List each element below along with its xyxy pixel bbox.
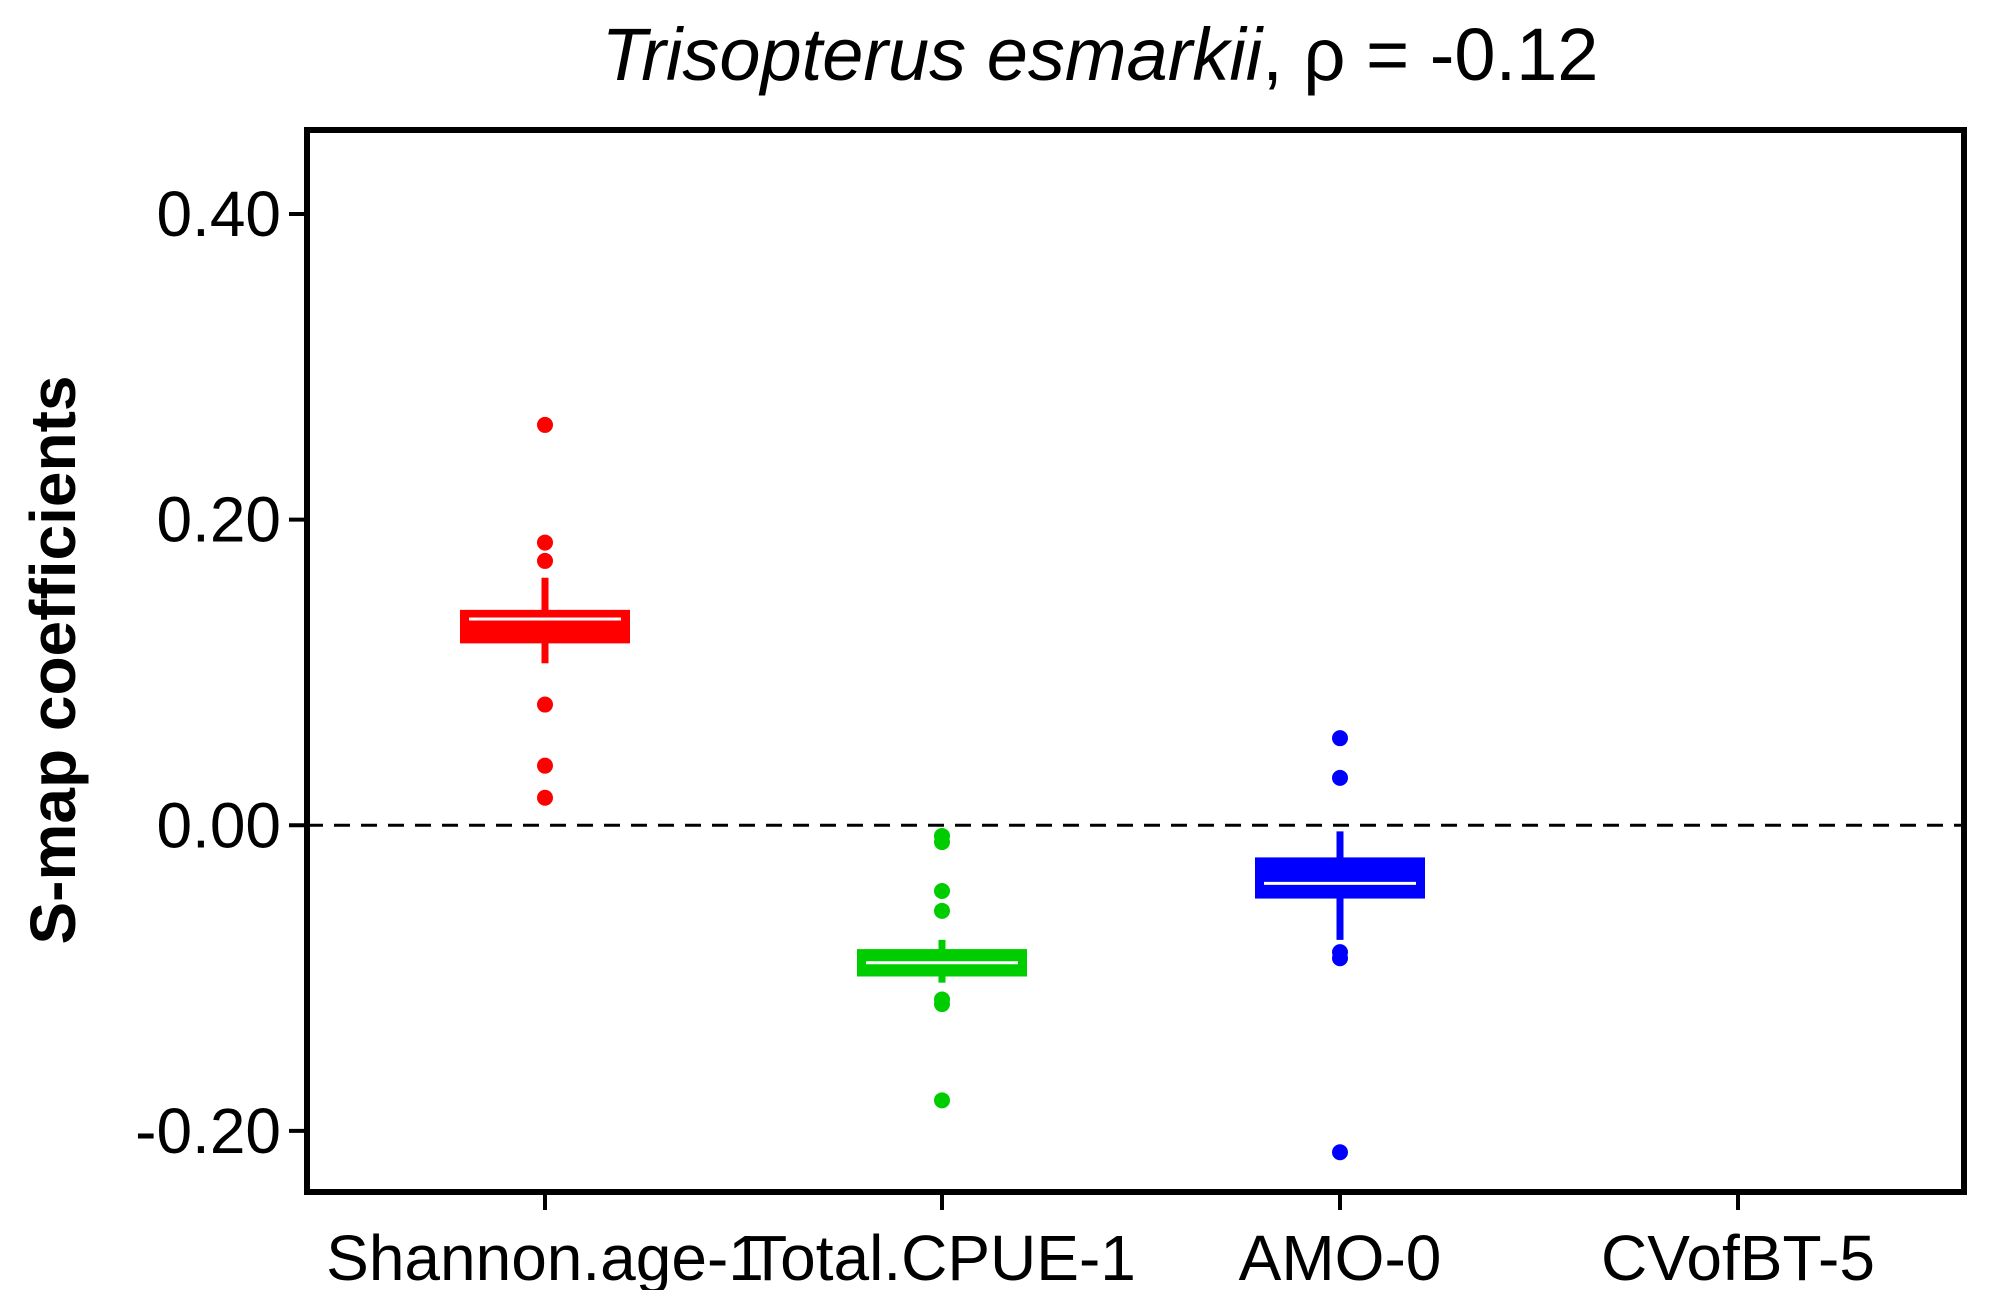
- y-axis-label: S-map coefficients: [17, 375, 89, 944]
- chart-title: Trisopterus esmarkii, ρ = -0.12: [602, 13, 1599, 96]
- outlier-point: [537, 757, 553, 774]
- outlier-point: [537, 789, 553, 806]
- outlier-point: [934, 996, 950, 1013]
- box-iqr: [460, 609, 630, 644]
- outlier-point: [934, 902, 950, 919]
- outlier-point: [1332, 950, 1348, 967]
- plot-area: [307, 416, 1964, 1161]
- outlier-point: [934, 834, 950, 851]
- outlier-point: [934, 882, 950, 899]
- outlier-point: [537, 696, 553, 713]
- box-group: [460, 416, 630, 806]
- box-iqr: [1255, 857, 1425, 899]
- title-correlation: , ρ = -0.12: [1262, 13, 1598, 96]
- outlier-point: [537, 534, 553, 551]
- x-tick-label: Shannon.age-1: [326, 1222, 764, 1290]
- outlier-point: [1332, 730, 1348, 747]
- box-group: [1255, 730, 1425, 1161]
- y-tick-label: 0.40: [156, 178, 281, 250]
- x-tick-label: CVofBT-5: [1601, 1222, 1875, 1290]
- box-group: [857, 827, 1027, 1109]
- outlier-point: [537, 552, 553, 569]
- plot-frame: [304, 127, 1967, 1195]
- y-tick-label: 0.20: [156, 484, 281, 556]
- y-tick-label: 0.00: [156, 789, 281, 861]
- x-tick-label: Total.CPUE-1: [748, 1222, 1136, 1290]
- title-species: Trisopterus esmarkii: [602, 13, 1265, 96]
- x-tick-label: AMO-0: [1239, 1222, 1442, 1290]
- outlier-point: [1332, 1144, 1348, 1161]
- outlier-point: [934, 1092, 950, 1109]
- y-axis: -0.20 0.00 0.20 0.40: [135, 178, 307, 1167]
- outlier-point: [1332, 769, 1348, 786]
- outlier-point: [537, 416, 553, 433]
- y-tick-label: -0.20: [135, 1095, 281, 1167]
